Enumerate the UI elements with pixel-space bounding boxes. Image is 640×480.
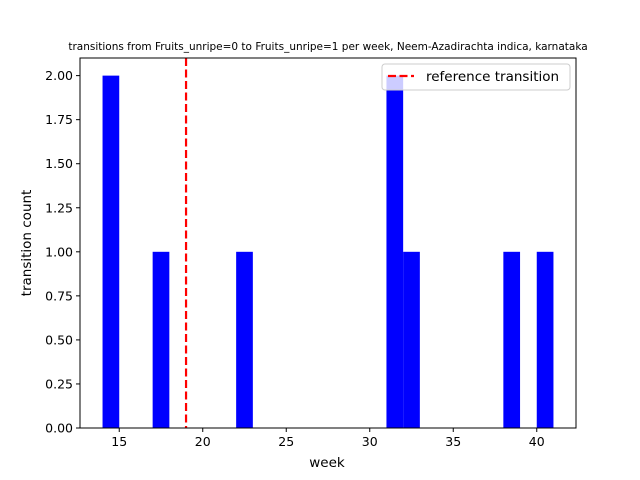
legend-label-reference-transition: reference transition: [426, 69, 559, 85]
x-tick-label: 15: [111, 434, 127, 449]
bar-week-17: [152, 251, 170, 428]
x-tick-label: 30: [362, 434, 378, 449]
chart-title: transitions from Fruits_unripe=0 to Frui…: [68, 41, 587, 53]
bar-week-32: [403, 251, 420, 428]
x-tick-label: 20: [195, 434, 211, 449]
y-tick-label: 0.25: [45, 376, 73, 391]
x-axis-label: week: [309, 455, 345, 471]
y-tick-label: 1.00: [45, 244, 73, 259]
legend-box: [381, 63, 571, 91]
bar-week-38: [503, 251, 521, 428]
plot-area: [79, 57, 577, 429]
y-tick-label: 1.25: [45, 200, 73, 215]
y-tick-label: 1.50: [45, 156, 73, 171]
y-axis-label: transition count: [19, 190, 35, 297]
x-tick-label: 25: [278, 434, 294, 449]
y-tick-label: 0.50: [45, 332, 73, 347]
bar-week-14: [102, 75, 120, 428]
y-tick-label: 2.00: [45, 68, 73, 83]
x-tick-label: 35: [445, 434, 461, 449]
legend: reference transition: [381, 63, 571, 91]
y-tick-label: 0.00: [45, 421, 73, 436]
y-tick-label: 0.75: [45, 288, 73, 303]
y-tick-label: 1.75: [45, 112, 73, 127]
plot-frame: [79, 57, 577, 429]
x-tick-label: 40: [529, 434, 545, 449]
y-axis-ticks: 0.00 0.25 0.50 0.75 1.00 1.25 1.50 1.75 2.00: [45, 68, 80, 436]
bar-week-31: [386, 75, 404, 428]
bars-group: [102, 75, 554, 428]
x-axis-ticks: 15 20 25 30 35 40: [111, 428, 545, 449]
bar-week-22: [236, 251, 253, 428]
bar-week-40: [536, 251, 554, 428]
